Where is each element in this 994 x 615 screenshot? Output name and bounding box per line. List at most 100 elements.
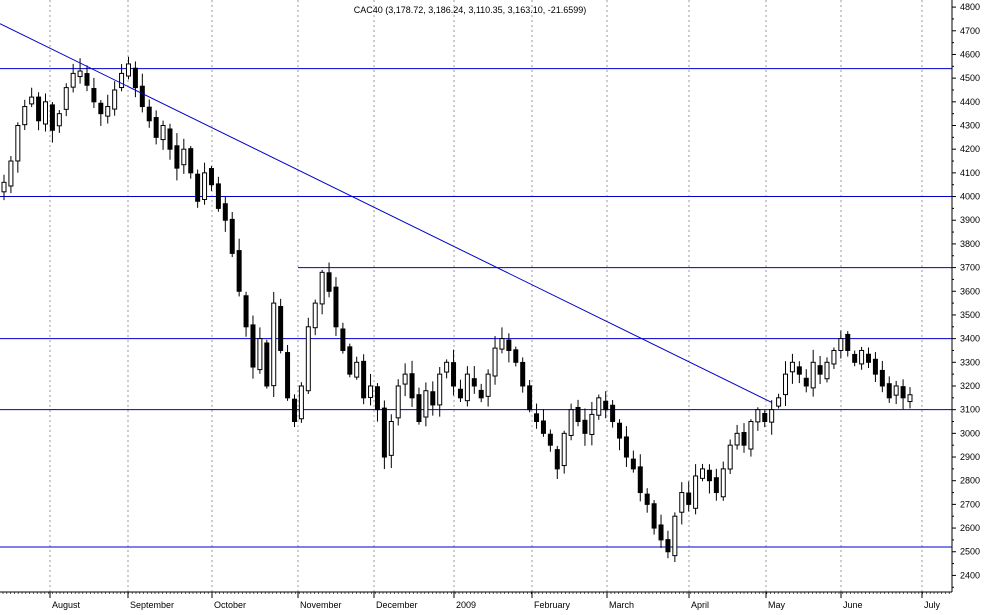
candle-body-down <box>84 73 90 86</box>
y-tick-label: 4000 <box>960 192 980 202</box>
candle-body-down <box>264 342 270 387</box>
y-tick-label: 4200 <box>960 144 980 154</box>
candle-body-up <box>893 385 899 396</box>
candle-body-down <box>506 339 512 351</box>
y-tick-label: 4800 <box>960 2 980 12</box>
candle-body-down <box>91 88 97 103</box>
horizontal-levels <box>0 68 952 548</box>
x-tick-label: February <box>534 600 571 610</box>
candle-body-down <box>845 333 851 351</box>
candle-body-up <box>561 432 567 467</box>
candle-body-down <box>713 477 719 494</box>
x-tick-label: November <box>300 600 342 610</box>
candle-body-down <box>513 349 519 363</box>
y-tick-label: 4400 <box>960 97 980 107</box>
candle-body-up <box>105 106 111 117</box>
candle-body-down <box>98 102 104 115</box>
candle-body-down <box>527 385 533 411</box>
candle-body-up <box>63 87 69 110</box>
candle-body-down <box>665 539 671 553</box>
trendlines <box>0 23 773 404</box>
candle-body-up <box>160 125 166 141</box>
candle-body-down <box>416 394 422 423</box>
candle-body-down <box>582 419 588 434</box>
y-tick-label: 3600 <box>960 286 980 296</box>
candle-body-down <box>146 106 152 122</box>
y-tick-label: 3100 <box>960 405 980 415</box>
y-tick-label: 2700 <box>960 499 980 509</box>
candle-body-up <box>859 349 865 365</box>
candle-body-up <box>77 70 83 78</box>
candle-body-up <box>368 385 374 398</box>
candle-body-down <box>222 203 228 221</box>
grid-lines <box>49 0 923 592</box>
candle-body-down <box>174 145 180 169</box>
candle-body-down <box>153 117 159 138</box>
axes: 2400 2500 2600 2700 2800 2900 3000 3100 3200 3300… <box>0 0 980 610</box>
candle-body-up <box>1 181 7 193</box>
candle-body-down <box>409 373 415 399</box>
y-tick-label: 4300 <box>960 121 980 131</box>
candle-body-up <box>831 349 837 365</box>
y-tick-label: 3800 <box>960 239 980 249</box>
y-tick-label: 4600 <box>960 49 980 59</box>
candle-body-down <box>374 386 380 411</box>
candle-body-down <box>879 369 885 387</box>
descending-trendline <box>0 23 773 404</box>
y-tick-label: 3900 <box>960 215 980 225</box>
candle-body-down <box>520 361 526 387</box>
candle-body-down <box>208 168 214 186</box>
y-tick-label: 3200 <box>960 381 980 391</box>
candle-body-up <box>202 172 208 201</box>
candle-body-up <box>15 125 21 162</box>
x-tick-label: December <box>376 600 418 610</box>
candle-body-down <box>852 353 858 363</box>
x-tick-label: May <box>768 600 786 610</box>
candle-body-up <box>679 492 685 513</box>
candle-body-down <box>803 377 809 387</box>
candle-body-up <box>810 361 816 389</box>
candle-body-down <box>457 388 463 399</box>
x-tick-label: August <box>52 600 81 610</box>
candle-body-down <box>866 353 872 363</box>
candle-body-up <box>112 89 118 110</box>
candle-body-up <box>568 409 574 436</box>
candle-body-up <box>305 326 311 392</box>
candle-body-down <box>340 328 346 351</box>
y-tick-label: 2400 <box>960 570 980 580</box>
candle-body-up <box>8 160 14 187</box>
x-tick-label: September <box>130 600 174 610</box>
candle-body-down <box>478 389 484 399</box>
candle-body-up <box>395 385 401 419</box>
candle-body-down <box>547 433 553 446</box>
candle-body-up <box>181 148 187 166</box>
candle-body-up <box>298 385 304 420</box>
y-tick-label: 3700 <box>960 263 980 273</box>
candle-body-down <box>630 458 636 470</box>
candle-body-up <box>824 361 830 380</box>
candle-body-down <box>167 128 173 150</box>
y-tick-label: 2600 <box>960 523 980 533</box>
candle-body-up <box>271 302 277 387</box>
x-tick-label: March <box>609 600 634 610</box>
candle-body-down <box>540 420 546 434</box>
candle-body-down <box>817 365 823 375</box>
candle-body-down <box>471 378 477 387</box>
candle-body-up <box>312 302 318 329</box>
y-tick-label: 3400 <box>960 334 980 344</box>
candle-body-down <box>291 398 297 423</box>
candle-body-up <box>444 361 450 373</box>
candle-body-up <box>755 409 761 423</box>
candle-body-down <box>381 407 387 458</box>
candle-body-up <box>789 361 795 373</box>
candle-body-down <box>603 400 609 411</box>
candle-body-down <box>575 406 581 423</box>
candle-body-up <box>119 72 125 89</box>
candle-body-up <box>388 421 394 456</box>
candle-body-down <box>278 305 284 351</box>
candle-body-up <box>402 373 408 385</box>
candle-body-up <box>485 373 491 397</box>
candle-body-up <box>437 373 443 406</box>
